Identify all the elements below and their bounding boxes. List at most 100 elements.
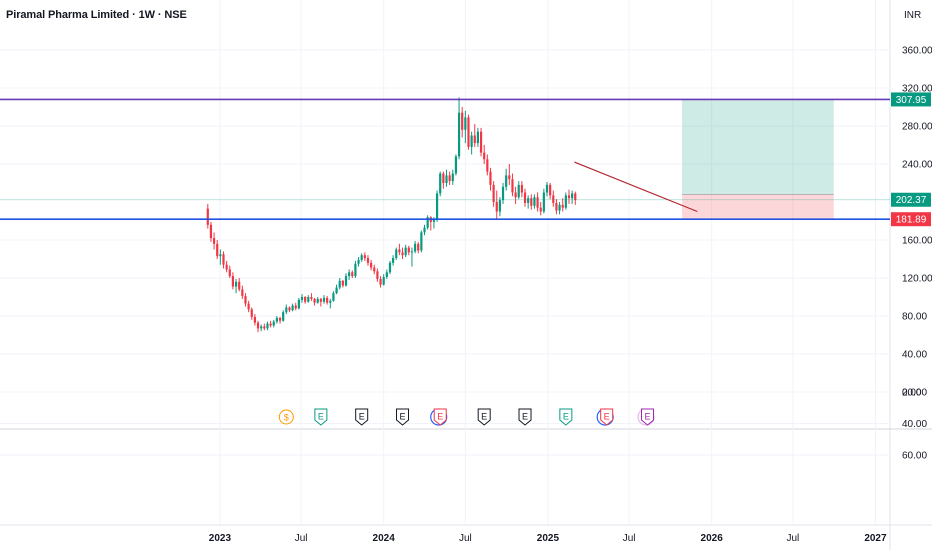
candle[interactable]: [417, 241, 420, 254]
candle[interactable]: [555, 199, 558, 215]
time-axis[interactable]: 2023Jul2024Jul2025Jul2026Jul2027Jul: [209, 533, 932, 544]
candle[interactable]: [266, 321, 269, 331]
earnings-marker[interactable]: E: [314, 408, 328, 426]
candle[interactable]: [304, 296, 307, 304]
candle[interactable]: [294, 302, 297, 311]
earnings-marker[interactable]: E: [355, 408, 369, 426]
candle[interactable]: [344, 273, 348, 287]
candle[interactable]: [517, 181, 520, 200]
candle[interactable]: [473, 124, 476, 147]
candle[interactable]: [558, 202, 561, 215]
candle[interactable]: [250, 307, 253, 320]
candle[interactable]: [310, 293, 313, 301]
candle[interactable]: [442, 171, 445, 189]
horizontal-levels[interactable]: 307.95 181.89 202.37: [0, 92, 931, 227]
candle[interactable]: [561, 198, 564, 212]
candle[interactable]: [275, 316, 278, 324]
candle[interactable]: [382, 274, 385, 286]
candle[interactable]: [363, 252, 366, 261]
candle[interactable]: [225, 260, 228, 273]
candle[interactable]: [256, 320, 260, 333]
candle[interactable]: [238, 278, 241, 292]
candle[interactable]: [445, 169, 448, 187]
earnings-marker[interactable]: E: [518, 408, 532, 426]
candle[interactable]: [520, 181, 523, 198]
candle[interactable]: [514, 186, 517, 204]
candle[interactable]: [467, 114, 470, 150]
candle[interactable]: [527, 195, 530, 209]
candle[interactable]: [234, 278, 238, 294]
candle[interactable]: [222, 251, 225, 269]
earnings-marker[interactable]: E: [596, 408, 614, 426]
candle[interactable]: [332, 291, 335, 302]
candle[interactable]: [454, 154, 458, 176]
candle[interactable]: [231, 272, 235, 290]
candle[interactable]: [457, 97, 461, 160]
candle[interactable]: [435, 190, 439, 222]
candle[interactable]: [508, 164, 511, 185]
candle[interactable]: [483, 145, 486, 164]
candle[interactable]: [407, 245, 410, 256]
candle[interactable]: [398, 243, 401, 256]
profit-target-zone[interactable]: [682, 99, 834, 195]
candle[interactable]: [545, 182, 549, 197]
candle[interactable]: [370, 259, 373, 271]
candle[interactable]: [319, 297, 322, 307]
candle[interactable]: [269, 320, 272, 328]
candle[interactable]: [341, 279, 344, 288]
candle[interactable]: [392, 255, 395, 266]
candle[interactable]: [285, 304, 288, 315]
candle[interactable]: [244, 293, 247, 307]
candle[interactable]: [373, 264, 376, 275]
candle[interactable]: [413, 240, 417, 254]
earnings-marker[interactable]: E: [477, 408, 491, 426]
candle[interactable]: [564, 192, 567, 210]
candle[interactable]: [429, 216, 432, 231]
candlestick-series[interactable]: [206, 97, 577, 333]
candle[interactable]: [209, 221, 213, 242]
candle[interactable]: [439, 171, 442, 197]
candle[interactable]: [282, 310, 285, 322]
candle[interactable]: [288, 306, 291, 313]
candle[interactable]: [533, 194, 536, 209]
candle[interactable]: [228, 265, 231, 278]
candle[interactable]: [476, 127, 480, 147]
candle[interactable]: [530, 194, 533, 210]
candle[interactable]: [326, 296, 329, 305]
descending-trendline[interactable]: [574, 161, 698, 213]
candle[interactable]: [316, 297, 319, 304]
dividend-marker[interactable]: $: [278, 409, 294, 425]
candle[interactable]: [253, 314, 257, 326]
candle[interactable]: [426, 215, 429, 230]
candle[interactable]: [574, 191, 577, 205]
candle[interactable]: [313, 297, 316, 306]
earnings-marker[interactable]: E: [430, 408, 448, 426]
candle[interactable]: [241, 285, 244, 299]
earnings-marker[interactable]: E: [637, 408, 655, 426]
candle[interactable]: [329, 298, 332, 309]
candle[interactable]: [206, 203, 209, 229]
candle[interactable]: [379, 276, 382, 288]
candle[interactable]: [338, 278, 341, 290]
candle[interactable]: [420, 230, 423, 253]
trendline[interactable]: [574, 161, 698, 213]
candle[interactable]: [571, 190, 574, 204]
candle[interactable]: [423, 224, 426, 236]
candle[interactable]: [263, 323, 266, 331]
candle[interactable]: [410, 247, 414, 267]
candle[interactable]: [479, 127, 483, 157]
candle[interactable]: [395, 247, 398, 260]
candle[interactable]: [451, 169, 454, 185]
candle[interactable]: [401, 247, 404, 259]
candle[interactable]: [486, 154, 489, 176]
candle[interactable]: [272, 319, 275, 328]
candle[interactable]: [470, 131, 473, 155]
candle[interactable]: [549, 183, 552, 200]
candle[interactable]: [385, 269, 388, 279]
earnings-marker[interactable]: E: [396, 408, 410, 426]
candle[interactable]: [567, 189, 571, 204]
candle[interactable]: [448, 171, 451, 185]
price-axis[interactable]: 0.00 40.00 80.00 120.00 160.00 240.00 280.00 32…: [902, 46, 932, 399]
candle[interactable]: [388, 260, 392, 275]
